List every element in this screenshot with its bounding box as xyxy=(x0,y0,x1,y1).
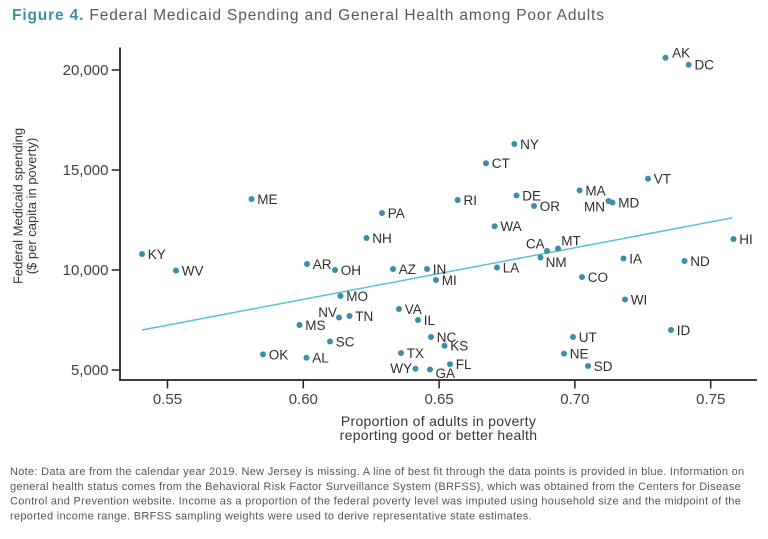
svg-text:Note: Data are from the calend: Note: Data are from the calendar year 20… xyxy=(10,466,744,478)
svg-text:AL: AL xyxy=(312,351,329,366)
svg-text:WY: WY xyxy=(390,361,412,376)
svg-text:SD: SD xyxy=(594,359,613,374)
svg-text:CT: CT xyxy=(492,156,510,171)
svg-text:MI: MI xyxy=(442,273,457,288)
svg-text:TN: TN xyxy=(355,309,373,324)
svg-text:AK: AK xyxy=(672,45,690,60)
svg-text:DE: DE xyxy=(522,188,541,203)
svg-text:AR: AR xyxy=(313,257,332,272)
svg-text:ID: ID xyxy=(677,323,691,338)
svg-text:OK: OK xyxy=(269,347,289,362)
svg-text:general health status comes fr: general health status comes from the Beh… xyxy=(10,481,741,493)
svg-text:MN: MN xyxy=(584,199,605,214)
svg-text:10,000: 10,000 xyxy=(63,262,109,279)
svg-text:HI: HI xyxy=(739,232,753,247)
svg-text:20,000: 20,000 xyxy=(63,62,109,79)
svg-text:ND: ND xyxy=(690,254,710,269)
svg-text:FL: FL xyxy=(456,357,472,372)
svg-text:WV: WV xyxy=(182,263,204,278)
svg-text:CA: CA xyxy=(526,236,545,251)
svg-text:($ per capita in poverty): ($ per capita in poverty) xyxy=(24,138,39,275)
svg-text:Federal Medicaid spending: Federal Medicaid spending xyxy=(11,128,26,284)
svg-text:MA: MA xyxy=(585,183,605,198)
svg-text:0.55: 0.55 xyxy=(153,391,182,408)
svg-text:MD: MD xyxy=(618,195,639,210)
svg-text:DC: DC xyxy=(695,58,715,73)
svg-text:NY: NY xyxy=(520,137,539,152)
svg-text:5,000: 5,000 xyxy=(71,362,109,379)
svg-text:0.70: 0.70 xyxy=(560,391,589,408)
svg-text:MT: MT xyxy=(561,233,581,248)
svg-text:Control and Prevention website: Control and Prevention website. Income a… xyxy=(10,496,741,508)
svg-text:NE: NE xyxy=(570,347,589,362)
svg-text:KS: KS xyxy=(450,339,468,354)
svg-text:KY: KY xyxy=(148,247,166,262)
svg-text:0.60: 0.60 xyxy=(289,391,318,408)
svg-text:IL: IL xyxy=(424,313,436,328)
svg-text:OR: OR xyxy=(540,199,561,214)
svg-text:PA: PA xyxy=(388,206,405,221)
svg-text:UT: UT xyxy=(579,330,597,345)
svg-text:reporting good or better healt: reporting good or better health xyxy=(340,427,538,443)
svg-text:LA: LA xyxy=(503,260,520,275)
svg-text:NM: NM xyxy=(546,255,567,270)
svg-text:SC: SC xyxy=(336,334,355,349)
svg-text:NH: NH xyxy=(372,231,392,246)
svg-text:0.65: 0.65 xyxy=(424,391,453,408)
svg-text:NC: NC xyxy=(437,330,457,345)
svg-text:VT: VT xyxy=(654,172,671,187)
svg-text:Figure 4. Federal Medicaid Spe: Figure 4. Federal Medicaid Spending and … xyxy=(12,7,605,24)
svg-text:Proportion of adults in povert: Proportion of adults in poverty xyxy=(341,413,536,429)
svg-text:reported income range. BRFSS s: reported income range. BRFSS sampling we… xyxy=(10,511,532,523)
svg-text:AZ: AZ xyxy=(399,262,416,277)
svg-text:CO: CO xyxy=(588,270,608,285)
svg-text:WI: WI xyxy=(631,292,648,307)
svg-text:NV: NV xyxy=(318,305,337,320)
svg-text:GA: GA xyxy=(436,366,456,381)
svg-text:MS: MS xyxy=(305,318,325,333)
svg-text:TX: TX xyxy=(407,346,424,361)
svg-text:MO: MO xyxy=(346,289,368,304)
svg-text:WA: WA xyxy=(500,219,521,234)
svg-text:IN: IN xyxy=(433,262,447,277)
svg-text:ME: ME xyxy=(257,192,277,207)
svg-text:OH: OH xyxy=(341,263,361,278)
svg-text:IA: IA xyxy=(629,251,642,266)
svg-text:15,000: 15,000 xyxy=(63,162,109,179)
svg-text:VA: VA xyxy=(405,302,422,317)
svg-text:0.75: 0.75 xyxy=(696,391,725,408)
svg-text:RI: RI xyxy=(464,193,478,208)
